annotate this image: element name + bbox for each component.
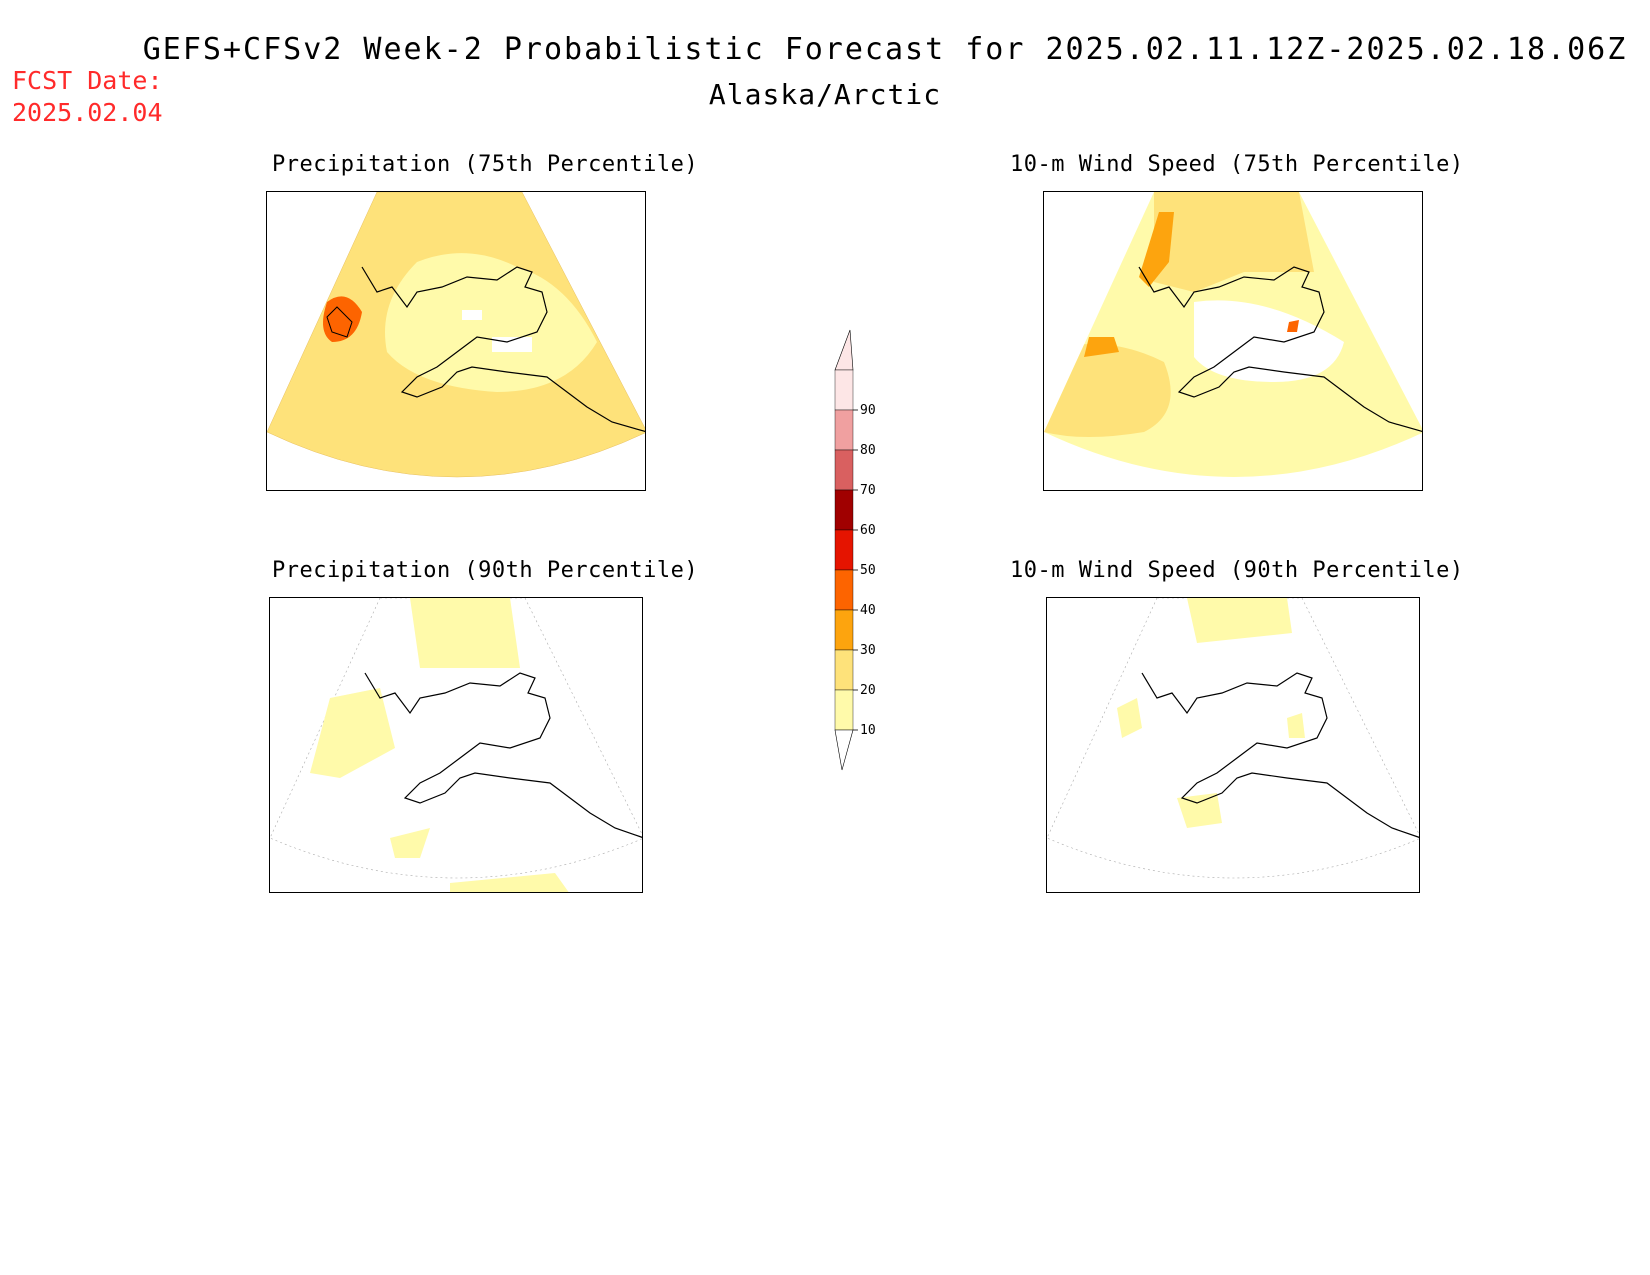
colorbar-swatch [834, 689, 854, 731]
region-subtitle: Alaska/Arctic [708, 78, 942, 111]
wind-90-title: 10-m Wind Speed (90th Percentile) [1010, 558, 1464, 583]
wind-75-map [1043, 191, 1423, 491]
colorbar-tick-label: 70 [860, 483, 876, 498]
colorbar-swatch [834, 489, 854, 531]
precip-90-map [269, 597, 643, 893]
colorbar-tick-label: 10 [860, 723, 876, 738]
prob-10-20-area [1177, 793, 1222, 828]
colorbar-swatch [834, 529, 854, 571]
fcst-date-value: 2025.02.04 [12, 98, 163, 127]
colorbar-tick-label: 90 [860, 403, 876, 418]
prob-below-10-area [492, 337, 532, 352]
prob-10-20-area [410, 598, 520, 668]
prob-40-50-area [1287, 320, 1299, 332]
prob-10-20-area [310, 688, 395, 778]
colorbar-swatch [834, 569, 854, 611]
precip-75-map [266, 191, 646, 491]
alaska-coastline [361, 266, 645, 433]
fcst-date-label: FCST Date: [12, 66, 163, 95]
colorbar-tick-label: 50 [860, 563, 876, 578]
chukotka-coastline [326, 306, 353, 338]
colorbar-tick-label: 80 [860, 443, 876, 458]
prob-30-40-area [1084, 337, 1119, 357]
prob-10-20-area [1187, 598, 1292, 643]
wind-90-map [1046, 597, 1420, 893]
colorbar-swatch [834, 609, 854, 651]
colorbar-tick-label: 20 [860, 683, 876, 698]
alaska-coastline [364, 672, 642, 838]
prob-below-10-area [462, 310, 482, 320]
colorbar-tick-label: 40 [860, 603, 876, 618]
colorbar-swatch [834, 409, 854, 451]
probability-colorbar: 10 20 30 40 50 60 70 80 90 [815, 329, 905, 771]
prob-30-40-area [1139, 212, 1174, 287]
wind-75-title: 10-m Wind Speed (75th Percentile) [1010, 152, 1464, 177]
colorbar-bottom-extension [834, 729, 854, 771]
alaska-coastline [1141, 672, 1419, 838]
colorbar-swatch [834, 449, 854, 491]
colorbar-top-extension [834, 329, 854, 371]
precip-75-title: Precipitation (75th Percentile) [272, 152, 699, 177]
main-title: GEFS+CFSv2 Week-2 Probabilistic Forecast… [142, 32, 1628, 67]
prob-10-20-area [385, 253, 597, 392]
prob-below-10-area [1194, 300, 1344, 382]
prob-10-20-area [450, 873, 569, 892]
colorbar-tick-label: 60 [860, 523, 876, 538]
prob-40-50-area [323, 296, 362, 342]
prob-20-30-area [1044, 344, 1171, 437]
colorbar-swatch [834, 369, 854, 411]
alaska-coastline [1138, 266, 1422, 433]
colorbar-swatch [834, 649, 854, 691]
precip-90-title: Precipitation (90th Percentile) [272, 558, 699, 583]
prob-10-20-area [1117, 698, 1142, 738]
prob-20-30-area [1154, 192, 1314, 292]
prob-10-20-area [1287, 713, 1305, 738]
prob-10-20-area [390, 828, 430, 858]
colorbar-tick-label: 30 [860, 643, 876, 658]
